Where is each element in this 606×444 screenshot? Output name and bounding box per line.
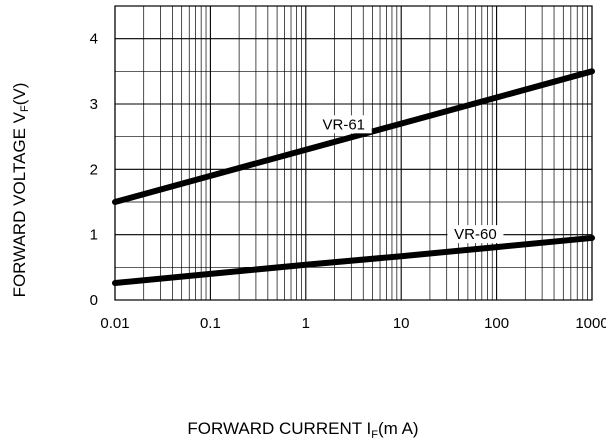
y-tick-label: 0	[90, 292, 98, 309]
x-tick-labels: 0.01 0.1 1 10 100 1000	[100, 315, 606, 332]
plot-frame	[114, 5, 593, 301]
y-tick-label: 4	[90, 31, 98, 48]
series-label-background	[315, 115, 372, 134]
x-axis-title: FORWARD CURRENT IF(m A)	[187, 419, 418, 441]
x-tick-label: 0.01	[100, 315, 129, 332]
series-line-vr-60	[112, 234, 595, 287]
x-tick-label: 1000	[575, 315, 606, 332]
major-gridlines	[114, 6, 593, 301]
series-label-vr-61: VR-61	[322, 116, 365, 133]
series-label-background	[447, 225, 504, 244]
series-layer: VR-61 VR-60	[112, 68, 595, 287]
minor-gridlines	[115, 6, 592, 300]
y-tick-label: 2	[90, 161, 98, 178]
y-tick-labels: 0 1 2 3 4	[90, 31, 98, 309]
x-tick-label: 100	[484, 315, 509, 332]
series-label-vr-60: VR-60	[454, 226, 497, 243]
y-axis-title: FORWARD VOLTAGE VF(V)	[10, 83, 31, 298]
x-tick-label: 10	[393, 315, 410, 332]
series-line-vr-61	[112, 68, 595, 205]
y-tick-label: 1	[90, 227, 98, 244]
x-tick-label: 1	[302, 315, 310, 332]
y-tick-label: 3	[90, 96, 98, 113]
x-tick-label: 0.1	[200, 315, 221, 332]
